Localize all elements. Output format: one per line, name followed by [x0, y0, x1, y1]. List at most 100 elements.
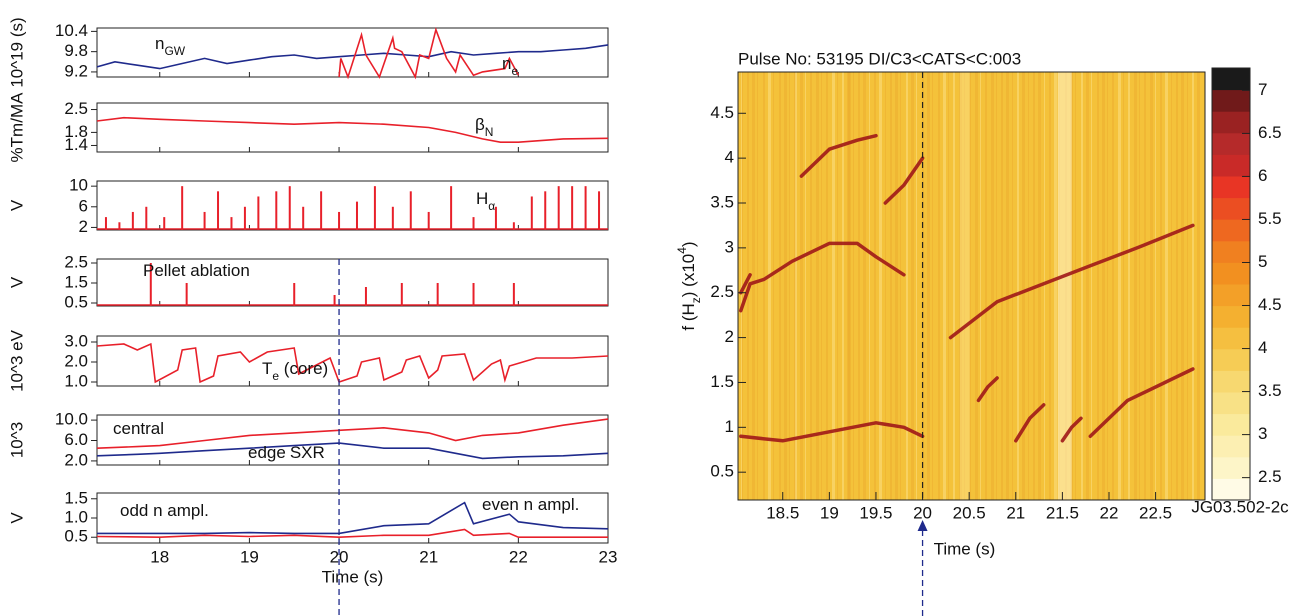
y-axis-label: 10^19 (s): [7, 17, 26, 87]
texture: [1075, 72, 1076, 500]
colorbar-tick-label: 2.5: [1258, 467, 1282, 486]
plot-frame: [737, 71, 1206, 501]
texture: [1123, 72, 1124, 500]
y-tick-label: 0.5: [710, 462, 734, 481]
texture: [863, 72, 866, 500]
x-tick-label: 21: [419, 547, 438, 566]
texture: [1165, 72, 1168, 500]
x-tick-label: 19: [240, 547, 259, 566]
series-label: Hα: [476, 189, 495, 213]
texture: [789, 72, 790, 500]
series-label-part: n: [502, 54, 511, 73]
series-label: odd n ampl.: [120, 501, 209, 520]
y-tick-label: 0.5: [64, 292, 88, 311]
y-tick-label: 1.8: [64, 122, 88, 141]
x-tick-label: 20: [913, 503, 932, 522]
texture: [752, 72, 755, 500]
series-label-part: odd n ampl.: [120, 501, 209, 520]
y-axis-label-part: 4: [675, 247, 689, 254]
y-axis-label: 10^3 eV: [7, 329, 26, 392]
colorbar-band: [1212, 456, 1250, 479]
x-tick-label: 22: [1100, 503, 1119, 522]
series-label-part: e: [272, 369, 279, 383]
spectrogram-background: [738, 72, 1205, 500]
panel-frame: [96, 335, 609, 387]
texture: [932, 72, 933, 500]
y-tick-label: 0.5: [64, 527, 88, 546]
y-tick-label: 2.5: [710, 282, 734, 301]
y-axis-label-part: ) (x10: [679, 254, 698, 297]
texture: [768, 72, 771, 500]
mode-trace: [739, 241, 906, 313]
texture: [1097, 72, 1099, 500]
series-line: [96, 528, 608, 539]
series-label: central: [113, 419, 164, 438]
texture: [847, 72, 850, 500]
texture: [1160, 72, 1162, 500]
y-tick-label: 1.4: [64, 135, 88, 154]
texture: [911, 72, 914, 500]
y-axis-label: V: [7, 276, 26, 288]
texture: [948, 72, 949, 500]
texture: [853, 72, 854, 500]
y-tick-label: 2.5: [64, 252, 88, 271]
texture: [969, 72, 971, 500]
series-line: [97, 501, 609, 535]
y-tick-label: 10.4: [55, 21, 88, 40]
y-tick-label: 10: [69, 176, 88, 195]
y-tick-label: 1.0: [64, 371, 88, 390]
series-label-part: β: [475, 115, 485, 134]
note: JG03.502-2c: [1191, 497, 1289, 516]
series-line: [96, 442, 609, 460]
series-label-part: central: [113, 419, 164, 438]
series-line: [96, 116, 609, 143]
panel-frame: [96, 414, 609, 466]
texture: [741, 72, 742, 500]
x-tick-label: 21: [1006, 503, 1025, 522]
y-tick-label: 2.0: [64, 351, 88, 370]
series-line: [96, 44, 609, 70]
x-axis-label: Time (s): [322, 567, 384, 586]
series-label: edge SXR: [248, 443, 325, 462]
series-label-part: Pellet ablation: [143, 261, 250, 280]
texture: [810, 72, 812, 500]
texture: [837, 72, 838, 500]
colorbar-band: [1212, 68, 1250, 91]
texture: [1192, 72, 1194, 500]
colorbar-tick-label: 6.5: [1258, 123, 1282, 142]
texture: [1086, 72, 1089, 500]
x-tick-label: 19.5: [859, 503, 892, 522]
colorbar-band: [1212, 219, 1250, 242]
texture: [879, 72, 882, 500]
texture: [927, 72, 930, 500]
texture: [985, 72, 987, 500]
texture: [885, 72, 886, 500]
y-tick-label: 9.2: [64, 61, 88, 80]
texture: [959, 72, 970, 500]
texture: [1081, 72, 1083, 500]
texture: [1012, 72, 1013, 500]
y-tick-label: 1: [725, 417, 734, 436]
y-tick-label: 1.5: [710, 372, 734, 391]
texture: [1150, 72, 1153, 500]
panel-frame: [96, 27, 609, 78]
y-tick-label: 9.8: [64, 41, 88, 60]
texture: [816, 72, 819, 500]
texture: [848, 72, 851, 500]
texture: [869, 72, 870, 500]
series-label: Te (core): [262, 359, 328, 383]
colorbar-tick-label: 6: [1258, 166, 1267, 185]
y-tick-label: 2: [725, 327, 734, 346]
series-label: ne: [502, 54, 518, 78]
texture: [763, 72, 765, 500]
colorbar-band: [1212, 305, 1250, 328]
texture: [953, 72, 955, 500]
colorbar-band: [1212, 327, 1250, 350]
texture: [1006, 72, 1009, 500]
y-tick-label: 4: [725, 148, 734, 167]
series-line: [338, 27, 520, 80]
series-label: Pellet ablation: [143, 261, 250, 280]
texture: [1197, 72, 1200, 500]
y-axis-label: f (Hz) (x104): [675, 241, 703, 330]
